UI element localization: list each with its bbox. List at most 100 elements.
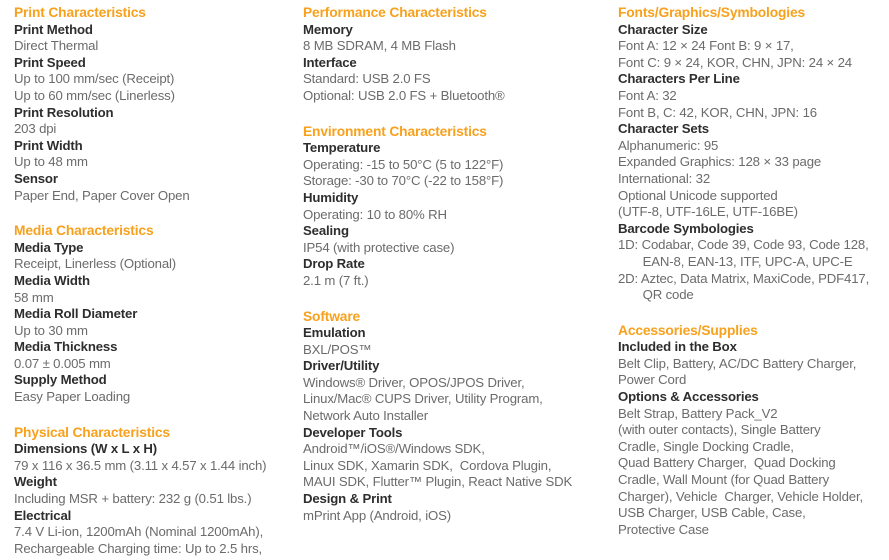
spec-value-line: 2.1 m (7 ft.): [303, 272, 369, 288]
spec-value-line: mPrint App (Android, iOS): [303, 507, 451, 523]
spec-label: Character Sets: [618, 121, 709, 137]
spec-label: Characters Per Line: [618, 71, 740, 87]
spec-value-line: Direct Thermal: [14, 38, 99, 54]
spec-value-line: Protective Case: [618, 521, 709, 537]
spec-label: Barcode Symbologies: [618, 220, 754, 236]
spec-value-line: (with outer contacts), Single Battery: [618, 422, 821, 438]
spec-section: Environment Characteristics Temperature Op…: [303, 124, 618, 290]
spec-label: Temperature: [303, 140, 381, 156]
spec-label: Supply Method: [14, 372, 107, 388]
spec-value-line: Font A: 12 × 24 Font B: 9 × 17,: [618, 38, 794, 54]
spec-column-1: Performance Characteristics Memory 8 MB SD…: [303, 5, 618, 560]
spec-value-line: Cradle, Single Docking Cradle,: [618, 438, 794, 454]
spec-value-line: Belt Strap, Battery Pack_V2: [618, 405, 778, 421]
section-heading: Fonts/Graphics/Symbologies: [618, 5, 805, 20]
section-heading: Software: [303, 308, 361, 324]
spec-value-line: Rechargeable Charging time: Up to 2.5 hr…: [14, 540, 263, 556]
spec-value-line: Up to 100 mm/sec (Receipt): [14, 71, 175, 87]
spec-value-line: Font B, C: 42, KOR, CHN, JPN: 16: [618, 104, 817, 120]
spec-value-line: Operating: -15 to 50°C (5 to 122°F): [303, 156, 504, 172]
spec-value-line: Easy Paper Loading: [14, 389, 131, 405]
spec-section: Fonts/Graphics/Symbologies Character Size…: [618, 5, 889, 304]
spec-label: Drop Rate: [303, 256, 365, 272]
spec-label: Character Size: [618, 21, 708, 37]
spec-value-line: 8 MB SDRAM, 4 MB Flash: [303, 38, 456, 54]
spec-label: Interface: [303, 54, 357, 70]
spec-label: Included in the Box: [618, 339, 737, 355]
spec-label: Print Width: [14, 137, 83, 153]
spec-value-line: 58 mm: [14, 289, 54, 305]
spec-value-line: MAUI SDK, Flutter™ Plugin, React Native …: [303, 474, 573, 490]
spec-value-line: Receipt, Linerless (Optional): [14, 256, 177, 272]
spec-column-2: Fonts/Graphics/Symbologies Character Size…: [618, 5, 889, 560]
spec-section: Print Characteristics Print Method Direct …: [14, 5, 303, 204]
spec-value-line: Power Cord: [618, 372, 687, 388]
spec-value-line: Linux/Mac® CUPS Driver, Utility Program,: [303, 391, 543, 407]
spec-value-line: Windows® Driver, OPOS/JPOS Driver,: [303, 374, 525, 390]
section-heading: Accessories/Supplies: [618, 322, 758, 338]
spec-value-line: 79 x 116 x 36.5 mm (3.11 x 4.57 x 1.44 i…: [14, 457, 267, 473]
spec-value-line: Up to 48 mm: [14, 154, 88, 170]
spec-value-line: Expanded Graphics: 128 × 33 page: [618, 154, 822, 170]
spec-value-line: Network Auto Installer: [303, 408, 428, 424]
spec-label: Media Width: [14, 272, 90, 288]
spec-value-line: Optional Unicode supported: [618, 187, 778, 203]
spec-label: Media Roll Diameter: [14, 306, 138, 322]
spec-value-line: 7.4 V Li-ion, 1200mAh (Nominal 1200mAh),: [14, 524, 264, 540]
spec-value-line: Linux SDK, Xamarin SDK, Cordova Plugin,: [303, 457, 552, 473]
spec-value-line: Cradle, Wall Mount (for Quad Battery: [618, 472, 830, 488]
spec-label: Developer Tools: [303, 424, 403, 440]
spec-section: Accessories/Supplies Included in the Box B…: [618, 323, 889, 539]
spec-value-line: USB Charger, USB Cable, Case,: [618, 505, 806, 521]
spec-value-line: Font C: 9 × 24, KOR, CHN, JPN: 24 × 24: [618, 54, 852, 70]
spec-section: Performance Characteristics Memory 8 MB SD…: [303, 5, 618, 105]
spec-label: Print Speed: [14, 54, 86, 70]
spec-value-line: International: 32: [618, 170, 711, 186]
spec-value-line: Font A: 32: [618, 87, 677, 103]
spec-label: Options & Accessories: [618, 389, 759, 405]
section-heading: Performance Characteristics: [303, 5, 487, 20]
spec-value-line: 0.07 ± 0.005 mm: [14, 355, 111, 371]
spec-value-line: (UTF-8, UTF-16LE, UTF-16BE): [618, 204, 798, 220]
spec-value-line: Including MSR + battery: 232 g (0.51 lbs…: [14, 491, 252, 507]
spec-label: Electrical: [14, 507, 72, 523]
spec-label: Dimensions (W x L x H): [14, 441, 158, 457]
spec-value-line: Storage: -30 to 70°C (-22 to 158°F): [303, 173, 504, 189]
spec-label: Print Resolution: [14, 104, 114, 120]
spec-label: Driver/Utility: [303, 358, 380, 374]
spec-value-line: Quad Battery Charger, Quad Docking: [618, 455, 836, 471]
spec-value-line: IP54 (with protective case): [303, 239, 455, 255]
spec-section: Software Emulation BXL/POS™ Driver/Utility W…: [303, 309, 618, 525]
section-heading: Media Characteristics: [14, 223, 154, 239]
spec-value-line: 1D: Codabar, Code 39, Code 93, Code 128,: [618, 237, 869, 253]
spec-column-0: Print Characteristics Print Method Direct …: [14, 5, 303, 560]
spec-value-line: Paper End, Paper Cover Open: [14, 187, 190, 203]
spec-label: Sealing: [303, 223, 349, 239]
spec-value-line: Alphanumeric: 95: [618, 137, 719, 153]
spec-section: Physical Characteristics Dimensions (W x …: [14, 425, 303, 558]
spec-value-line: BXL/POS™: [303, 341, 372, 357]
section-heading: Print Characteristics: [14, 5, 146, 20]
spec-label: Humidity: [303, 189, 359, 205]
spec-label: Print Method: [14, 21, 93, 37]
spec-value-line: Up to 30 mm: [14, 322, 88, 338]
spec-value-line: Charger), Vehicle Charger, Vehicle Holde…: [618, 488, 863, 504]
spec-value-line: 203 dpi: [14, 121, 57, 137]
spec-label: Design & Print: [303, 491, 392, 507]
spec-value-line: Optional: USB 2.0 FS + Bluetooth®: [303, 87, 505, 103]
spec-value-line: 2D: Aztec, Data Matrix, MaxiCode, PDF417…: [618, 270, 870, 286]
spec-value-line: Standard: USB 2.0 FS: [303, 71, 431, 87]
spec-value-line: EAN-8, EAN-13, ITF, UPC-A, UPC-E: [618, 253, 853, 269]
spec-value-line: Belt Clip, Battery, AC/DC Battery Charge…: [618, 355, 857, 371]
spec-label: Weight: [14, 474, 57, 490]
spec-label: Sensor: [14, 170, 58, 186]
spec-label: Emulation: [303, 325, 366, 341]
spec-label: Media Thickness: [14, 339, 118, 355]
spec-value-line: Android™/iOS®/Windows SDK,: [303, 441, 485, 457]
spec-label: Media Type: [14, 239, 84, 255]
spec-value-line: Operating: 10 to 80% RH: [303, 206, 447, 222]
spec-label: Memory: [303, 21, 353, 37]
spec-section: Media Characteristics Media Type Receipt, …: [14, 223, 303, 406]
section-heading: Physical Characteristics: [14, 424, 170, 440]
